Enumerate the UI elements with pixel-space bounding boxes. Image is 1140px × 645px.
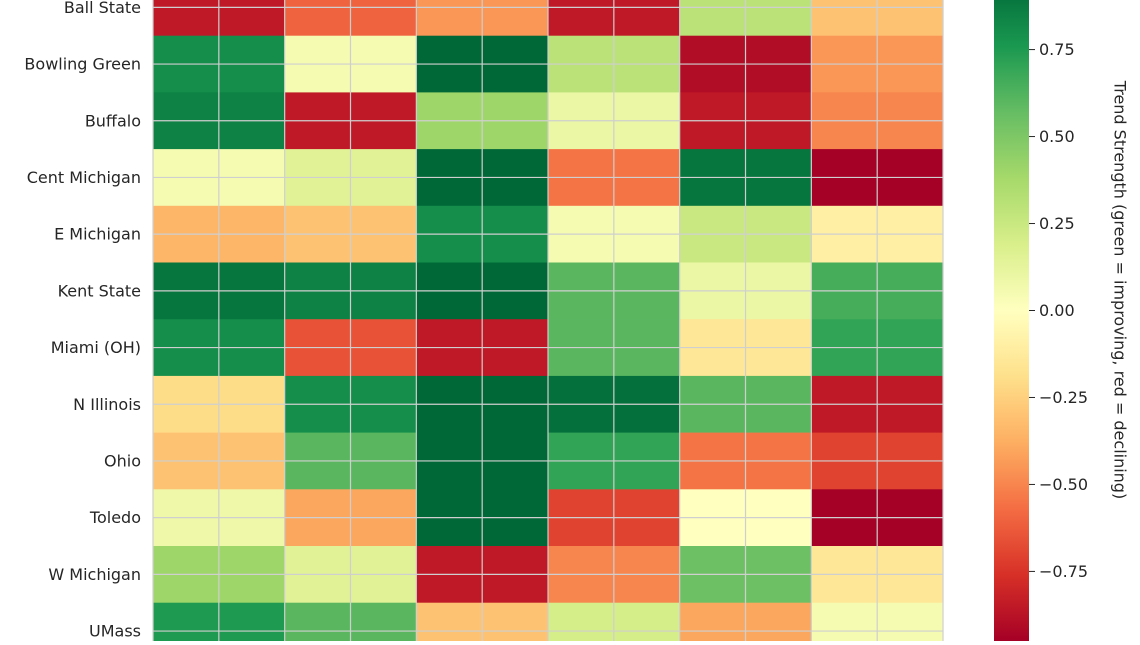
row-label: Cent Michigan (27, 168, 141, 187)
row-labels: Ball State Bowling Green Buffalo Cent Michi… (24, 0, 141, 641)
colorbar (994, 0, 1029, 641)
row-label: Ohio (104, 451, 141, 470)
heatmap-gridlines (152, 0, 944, 641)
row-label: Kent State (58, 281, 141, 300)
colorbar-tick-label: 0.00 (1039, 301, 1075, 320)
colorbar-tick-label: −0.75 (1039, 562, 1088, 581)
row-label: Buffalo (85, 111, 141, 130)
colorbar-tick-label: 0.75 (1039, 40, 1075, 59)
row-label: E Michigan (54, 225, 141, 244)
colorbar-ticks: 0.75 0.50 0.25 0.00 −0.25 −0.50 −0.75 (1029, 40, 1088, 581)
colorbar-tick-label: −0.25 (1039, 388, 1088, 407)
row-label: Miami (OH) (51, 338, 141, 357)
colorbar-tick-label: 0.50 (1039, 127, 1075, 146)
row-label: N Illinois (73, 395, 141, 414)
row-label: Ball State (64, 0, 141, 17)
colorbar-label: Trend Strength (green = improving, red =… (1111, 80, 1130, 499)
row-label: W Michigan (48, 565, 141, 584)
colorbar-tick-label: 0.25 (1039, 214, 1075, 233)
colorbar-tick-label: −0.50 (1039, 475, 1088, 494)
row-label: Toledo (89, 508, 141, 527)
row-label: Bowling Green (24, 55, 141, 74)
row-label: UMass (89, 622, 141, 641)
